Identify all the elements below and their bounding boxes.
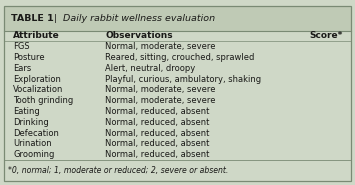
Text: |: |	[51, 14, 61, 23]
Text: Eating: Eating	[13, 107, 40, 116]
Text: Normal, moderate, severe: Normal, moderate, severe	[105, 96, 216, 105]
Text: Drinking: Drinking	[13, 118, 49, 127]
Text: Ears: Ears	[13, 64, 31, 73]
Text: Observations: Observations	[105, 31, 173, 40]
Text: Normal, reduced, absent: Normal, reduced, absent	[105, 118, 210, 127]
Text: Alert, neutral, droopy: Alert, neutral, droopy	[105, 64, 196, 73]
Text: Exploration: Exploration	[13, 75, 61, 84]
Text: Normal, reduced, absent: Normal, reduced, absent	[105, 129, 210, 137]
Text: Attribute: Attribute	[13, 31, 60, 40]
Text: Normal, moderate, severe: Normal, moderate, severe	[105, 42, 216, 51]
Text: *0, normal; 1, moderate or reduced; 2, severe or absent.: *0, normal; 1, moderate or reduced; 2, s…	[8, 166, 228, 175]
FancyBboxPatch shape	[4, 6, 351, 31]
Text: Vocalization: Vocalization	[13, 85, 64, 94]
Text: Score*: Score*	[310, 31, 343, 40]
Text: Normal, reduced, absent: Normal, reduced, absent	[105, 150, 210, 159]
Text: Urination: Urination	[13, 139, 52, 148]
Text: Playful, curious, ambulatory, shaking: Playful, curious, ambulatory, shaking	[105, 75, 262, 84]
Text: Normal, reduced, absent: Normal, reduced, absent	[105, 139, 210, 148]
Text: Daily rabbit wellness evaluation: Daily rabbit wellness evaluation	[63, 14, 215, 23]
Text: Reared, sitting, crouched, sprawled: Reared, sitting, crouched, sprawled	[105, 53, 255, 62]
Text: Defecation: Defecation	[13, 129, 59, 137]
Text: Tooth grinding: Tooth grinding	[13, 96, 73, 105]
Text: Normal, moderate, severe: Normal, moderate, severe	[105, 85, 216, 94]
Text: TABLE 1: TABLE 1	[11, 14, 53, 23]
Text: Normal, reduced, absent: Normal, reduced, absent	[105, 107, 210, 116]
Text: Posture: Posture	[13, 53, 45, 62]
Text: Grooming: Grooming	[13, 150, 55, 159]
Text: FGS: FGS	[13, 42, 30, 51]
